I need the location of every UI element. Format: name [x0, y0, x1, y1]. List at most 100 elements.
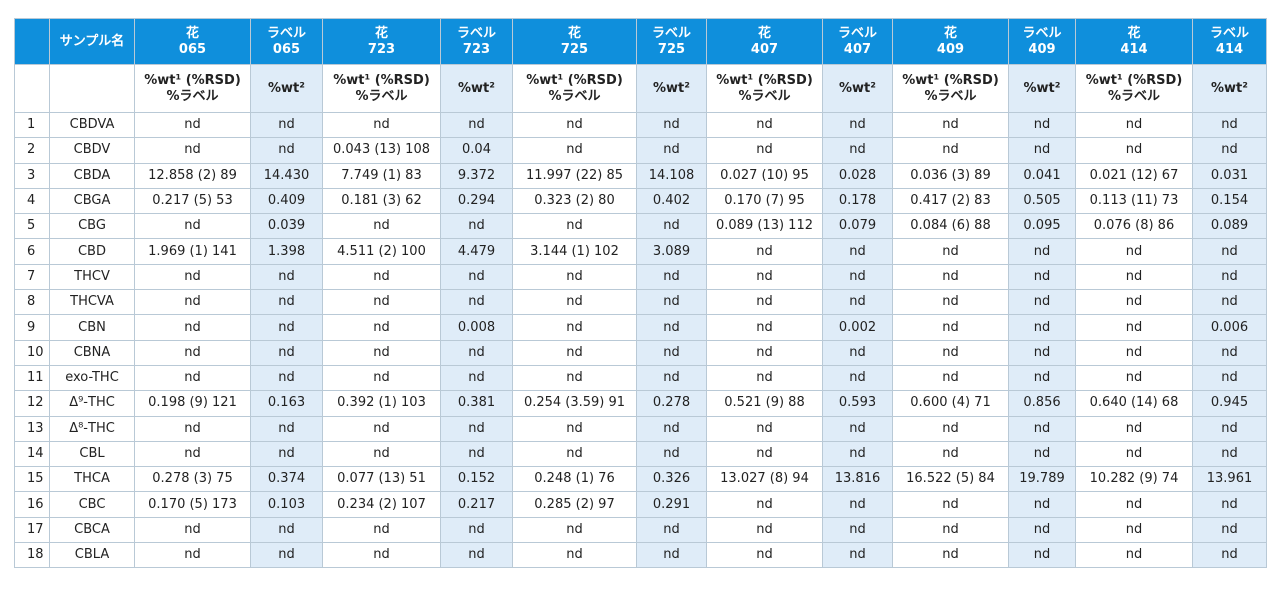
data-row: 3 CBDA 12.858 (2) 89 14.430 7.749 (1) 83 9.37…	[14, 162, 1267, 189]
value-cell: nd	[1008, 516, 1076, 544]
cell-line: ラベル	[1022, 25, 1062, 41]
value-cell: 13.027 (8) 94	[706, 466, 823, 493]
value-cell: 0.600 (4) 71	[892, 390, 1009, 417]
value-cell: 3.089	[636, 238, 707, 265]
value-cell: 0.856	[1008, 390, 1076, 417]
value-cell: 0.089 (13) 112	[706, 213, 823, 240]
value-cell: nd	[892, 238, 1009, 265]
value-cell: 0.234 (2) 107	[322, 491, 441, 518]
sample-name: CBN	[49, 314, 135, 341]
value-cell: 0.084 (6) 88	[892, 213, 1009, 240]
value-cell: 0.036 (3) 89	[892, 162, 1009, 189]
value-cell: nd	[322, 213, 441, 240]
value-cell: nd	[822, 263, 893, 291]
value-cell: nd	[822, 339, 893, 366]
cell-line: 725	[657, 41, 686, 57]
sample-name: exo-THC	[49, 364, 135, 392]
value-cell: nd	[1192, 440, 1267, 468]
sample-name: Δ⁸-THC	[49, 415, 135, 442]
value-cell: nd	[250, 415, 323, 442]
value-cell: nd	[1075, 516, 1193, 544]
empty-cell	[49, 64, 135, 113]
value-cell: 0.103	[250, 491, 323, 518]
header-cell: ラベル 407	[822, 18, 893, 65]
value-cell: nd	[1075, 491, 1193, 518]
unit-cell: %wt¹ (%RSD) %ラベル	[1075, 64, 1193, 113]
value-cell: nd	[250, 364, 323, 392]
value-cell: nd	[892, 289, 1009, 316]
value-cell: nd	[636, 542, 707, 569]
cell-line: 414	[1120, 41, 1148, 57]
value-cell: nd	[250, 314, 323, 341]
cell-line: %wt²	[1211, 80, 1248, 96]
value-cell: 0.178	[822, 187, 893, 215]
data-row: 15 THCA 0.278 (3) 75 0.374 0.077 (13) 51 0.15…	[14, 466, 1267, 493]
value-cell: nd	[1075, 542, 1193, 569]
cell-line: ラベル	[266, 25, 306, 41]
value-cell: nd	[822, 440, 893, 468]
row-number: 18	[14, 542, 50, 569]
value-cell: nd	[1008, 491, 1076, 518]
value-cell: 10.282 (9) 74	[1075, 466, 1193, 493]
cell-line: %wt¹ (%RSD)	[526, 72, 623, 88]
value-cell: 4.479	[440, 238, 513, 265]
value-cell: nd	[1008, 137, 1076, 164]
value-cell: 0.198 (9) 121	[134, 390, 251, 417]
value-cell: nd	[706, 137, 823, 164]
value-cell: nd	[1008, 415, 1076, 442]
header-cell: ラベル 725	[636, 18, 707, 65]
value-cell: nd	[892, 364, 1009, 392]
value-cell: 0.002	[822, 314, 893, 341]
value-cell: 0.028	[822, 162, 893, 189]
value-cell: nd	[1192, 542, 1267, 569]
cell-line: ラベル	[651, 25, 691, 41]
cell-line: 065	[272, 41, 301, 57]
table-body: サンプル名 花 065 ラベル 065 花 723 ラベル 723 花 725 ラベル 725 花 407…	[14, 18, 1267, 569]
cell-line: %wt²	[839, 80, 876, 96]
row-number: 10	[14, 339, 50, 366]
value-cell: nd	[1075, 238, 1193, 265]
cell-line: 065	[178, 41, 207, 57]
data-row: 7 THCV nd nd nd nd nd nd nd nd nd nd nd nd	[14, 263, 1267, 291]
value-cell: nd	[822, 415, 893, 442]
cell-line: %ラベル	[355, 88, 408, 104]
value-cell: nd	[134, 314, 251, 341]
cell-line: ラベル	[456, 25, 496, 41]
value-cell: nd	[440, 440, 513, 468]
sample-name: CBL	[49, 440, 135, 468]
empty-cell	[14, 64, 50, 113]
value-cell: nd	[512, 289, 637, 316]
value-cell: 0.008	[440, 314, 513, 341]
value-cell: 16.522 (5) 84	[892, 466, 1009, 493]
value-cell: 0.079	[822, 213, 893, 240]
header-cell: 花 065	[134, 18, 251, 65]
value-cell: nd	[1008, 111, 1076, 139]
unit-row: %wt¹ (%RSD) %ラベル %wt² %wt¹ (%RSD) %ラベル %wt² %w…	[14, 64, 1267, 113]
value-cell: nd	[250, 516, 323, 544]
value-cell: nd	[892, 339, 1009, 366]
value-cell: 0.113 (11) 73	[1075, 187, 1193, 215]
value-cell: nd	[512, 440, 637, 468]
row-number: 12	[14, 390, 50, 417]
value-cell: 19.789	[1008, 466, 1076, 493]
value-cell: nd	[322, 440, 441, 468]
value-cell: 13.816	[822, 466, 893, 493]
cell-line: %ラベル	[1107, 88, 1161, 104]
data-row: 11 exo-THC nd nd nd nd nd nd nd nd nd nd nd nd	[14, 364, 1267, 392]
cell-line: %ラベル	[924, 88, 977, 104]
value-cell: 0.248 (1) 76	[512, 466, 637, 493]
sample-name: THCA	[49, 466, 135, 493]
value-cell: 9.372	[440, 162, 513, 189]
data-row: 17 CBCA nd nd nd nd nd nd nd nd nd nd nd nd	[14, 516, 1267, 544]
value-cell: 0.381	[440, 390, 513, 417]
value-cell: 0.278 (3) 75	[134, 466, 251, 493]
cell-line: 407	[843, 41, 872, 57]
value-cell: nd	[250, 542, 323, 569]
results-table: サンプル名 花 065 ラベル 065 花 723 ラベル 723 花 725 ラベル 725 花 407…	[14, 18, 1267, 569]
value-cell: nd	[822, 238, 893, 265]
header-cell: ラベル 409	[1008, 18, 1076, 65]
value-cell: nd	[134, 339, 251, 366]
header-row: サンプル名 花 065 ラベル 065 花 723 ラベル 723 花 725 ラベル 725 花 407…	[14, 18, 1267, 65]
unit-cell: %wt¹ (%RSD) %ラベル	[134, 64, 251, 113]
value-cell: nd	[706, 289, 823, 316]
